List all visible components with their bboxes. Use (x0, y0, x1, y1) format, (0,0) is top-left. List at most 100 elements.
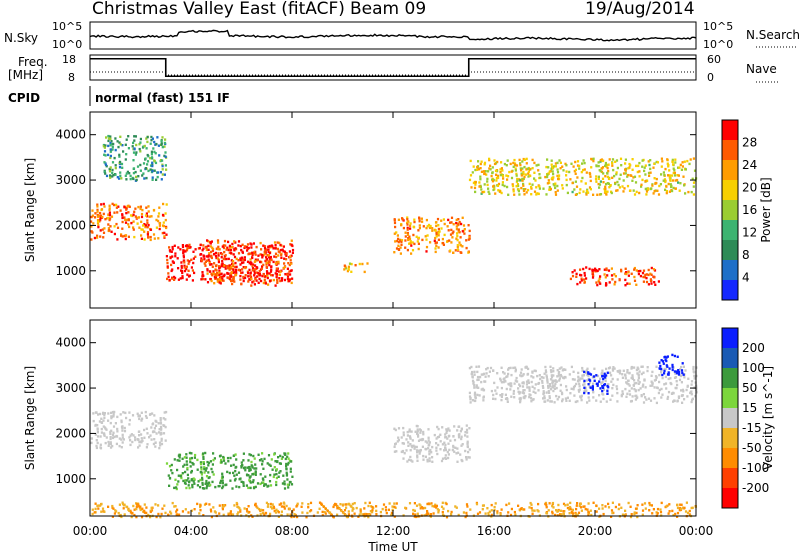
velocity-cell (551, 381, 554, 384)
velocity-cell (221, 479, 224, 482)
power-colorbar-frame (721, 119, 739, 301)
power-cell (241, 271, 244, 274)
power-cell (660, 157, 663, 160)
velocity-cell (110, 429, 113, 432)
velocity-cell (107, 505, 110, 508)
velocity-cell (336, 505, 339, 508)
power-cell (519, 179, 522, 182)
power-cell (666, 158, 669, 161)
power-cell (230, 251, 233, 255)
power-cell (96, 208, 99, 212)
power-cell (497, 176, 500, 180)
power-cell (446, 225, 449, 228)
power-cell (524, 188, 527, 191)
power-cell (119, 209, 122, 212)
power-cell (515, 174, 518, 177)
velocity-cell (249, 468, 252, 472)
power-cell (213, 262, 216, 265)
velocity-cell (496, 372, 499, 375)
power-cell (161, 159, 164, 162)
power-cell (614, 160, 617, 163)
power-cell (568, 170, 571, 174)
power-cell (204, 278, 207, 281)
velocity-heatmap-cells (90, 353, 698, 519)
power-cell (153, 159, 156, 162)
velocity-cell (414, 513, 417, 516)
power-cell (653, 162, 656, 165)
power-cell (642, 269, 646, 272)
power-cell (206, 272, 209, 275)
velocity-cell (190, 452, 193, 455)
power-cell (437, 238, 440, 241)
velocity-cell (593, 379, 596, 382)
power-cell (618, 177, 621, 181)
power-colorbar-tick: 20 (742, 181, 757, 195)
power-cell (281, 277, 284, 280)
power-cell (218, 248, 221, 251)
power-cell (408, 242, 411, 245)
power-cell (644, 180, 647, 183)
power-cell (260, 267, 263, 270)
power-cell (638, 170, 641, 173)
power-cell (554, 182, 557, 185)
velocity-cell (660, 369, 663, 372)
velocity-cell (601, 389, 604, 393)
power-cell (117, 205, 120, 208)
velocity-cell (333, 503, 336, 507)
power-cell (607, 169, 610, 173)
velocity-cell (257, 507, 261, 511)
power-cell (410, 244, 413, 247)
velocity-cell (254, 463, 257, 466)
velocity-cell (633, 379, 636, 382)
velocity-cell (149, 412, 152, 416)
velocity-cell (596, 384, 599, 387)
power-cell (554, 165, 557, 168)
velocity-cell (444, 443, 447, 447)
power-cell (624, 172, 627, 175)
power-cell (677, 166, 680, 169)
power-cell (210, 254, 213, 258)
power-cell (183, 266, 186, 269)
power-cell (239, 257, 242, 260)
velocity-cell (240, 480, 243, 483)
velocity-cell (431, 456, 434, 459)
velocity-cell (199, 505, 202, 509)
power-cell (483, 183, 486, 186)
power-cell (397, 244, 400, 247)
power-cell (616, 189, 619, 192)
power-cell (511, 184, 515, 188)
power-cell (164, 212, 167, 215)
velocity-cell (275, 483, 278, 487)
power-cell (640, 183, 643, 186)
velocity-cell (402, 433, 405, 437)
velocity-cell (316, 511, 319, 514)
power-cell (168, 278, 171, 282)
power-cell (533, 190, 537, 193)
velocity-cell (259, 482, 262, 486)
velocity-cell (585, 369, 588, 372)
power-cell (688, 162, 691, 166)
power-cell (579, 273, 582, 277)
velocity-cell (160, 428, 163, 431)
power-colorbar-segment (722, 120, 738, 141)
power-cell (125, 178, 128, 181)
velocity-cell (680, 381, 683, 384)
power-cell (187, 244, 190, 248)
power-cell (267, 245, 270, 248)
power-cell (167, 275, 170, 278)
velocity-cell (529, 393, 532, 397)
velocity-ylabel: Slant Range [km] (23, 366, 37, 470)
power-cell (254, 277, 257, 281)
power-cell (214, 277, 217, 280)
power-colorbar-tick: 4 (742, 271, 750, 285)
power-cell (279, 243, 282, 247)
velocity-cell (240, 461, 243, 464)
power-cell (218, 267, 221, 270)
power-cell (465, 246, 468, 250)
velocity-cell (634, 398, 637, 401)
velocity-cell (693, 374, 696, 378)
power-cell (116, 140, 119, 143)
velocity-cell (499, 379, 502, 382)
power-cell (461, 216, 464, 219)
power-cell (155, 142, 158, 146)
